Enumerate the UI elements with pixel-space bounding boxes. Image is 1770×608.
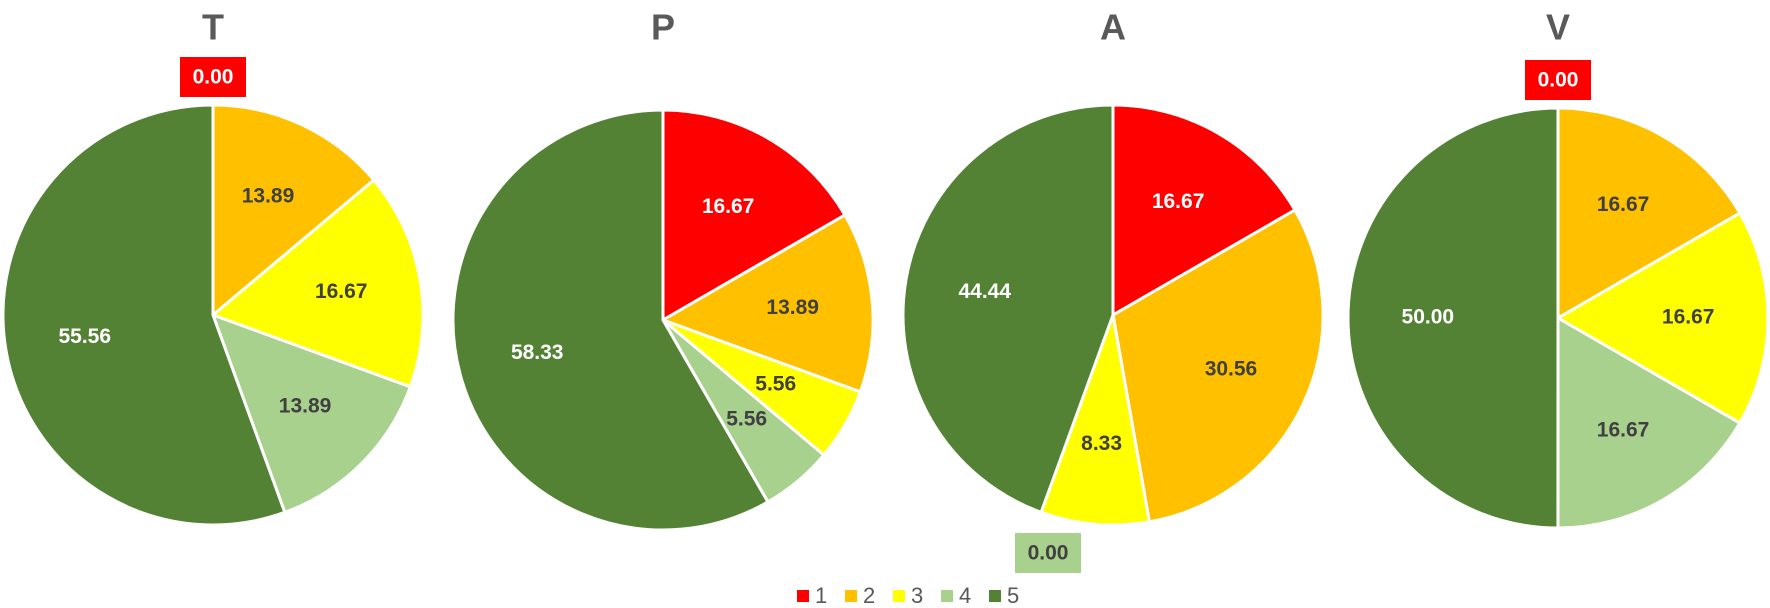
pie-labels: 16.67 13.89 5.56 5.56 58.33	[511, 195, 819, 431]
pie-slice-4	[1556, 315, 1742, 530]
data-label: 16.67	[315, 280, 368, 303]
pie-title: P	[651, 7, 675, 48]
data-label: 5.56	[726, 407, 767, 430]
pie-labels: 0.00 13.89 16.67 13.89 55.56	[58, 57, 368, 418]
pie-slice-5	[1346, 106, 1560, 530]
data-label: 0.00	[1538, 69, 1579, 92]
pie-slice-1	[1111, 103, 1297, 318]
pie-V: V 0.00 16.67 16.67 16.67 50.00	[1346, 7, 1770, 530]
legend-swatch-1	[797, 590, 809, 602]
pie-slice-5	[901, 103, 1115, 515]
data-label: 16.67	[1662, 306, 1715, 329]
zero-label-box	[180, 57, 246, 97]
pie-slice-5	[451, 108, 770, 532]
pie-title: V	[1546, 7, 1570, 48]
pie-title: A	[1100, 7, 1126, 48]
zero-label-box	[1525, 60, 1591, 100]
legend-swatch-3	[893, 590, 905, 602]
legend-swatch-5	[989, 590, 1001, 602]
pies-group: T 0.00 13.89 16.67 13.89 55.56 P 16.67 13.89 5.56…	[1, 7, 1770, 573]
data-label: 0.00	[1028, 542, 1069, 565]
pie-slices	[901, 103, 1325, 527]
legend-label-1: 1	[815, 583, 827, 608]
zero-label-box	[1015, 533, 1081, 573]
pie-slice-2	[211, 103, 376, 319]
data-label: 0.00	[193, 66, 234, 89]
data-label: 13.89	[279, 395, 332, 418]
pie-T: T 0.00 13.89 16.67 13.89 55.56	[1, 7, 425, 527]
pie-labels: 16.67 30.56 8.33 0.00 44.44	[958, 190, 1257, 573]
pie-title: T	[202, 7, 224, 48]
pie-slice-3	[1555, 210, 1770, 426]
pie-labels: 0.00 16.67 16.67 16.67 50.00	[1402, 60, 1715, 441]
pie-slice-3	[210, 177, 425, 389]
legend-label-4: 4	[959, 583, 971, 608]
legend-swatch-4	[941, 590, 953, 602]
data-label: 44.44	[958, 280, 1011, 303]
legend-label-3: 3	[911, 583, 923, 608]
pie-P: P 16.67 13.89 5.56 5.56 58.33	[451, 7, 875, 532]
data-label: 13.89	[766, 296, 819, 319]
legend: 1 2 3 4 5	[797, 583, 1019, 608]
pie-slices	[1, 103, 425, 527]
data-label: 50.00	[1402, 306, 1455, 329]
data-label: 16.67	[1152, 190, 1205, 213]
pie-A: A 16.67 30.56 8.33 0.00 44.44	[901, 7, 1325, 573]
data-label: 58.33	[511, 341, 564, 364]
pie-slice-5	[1, 103, 287, 527]
pie-slice-2	[1111, 207, 1325, 524]
pie-slice-4	[210, 312, 413, 515]
data-label: 55.56	[58, 325, 111, 348]
data-label: 16.67	[1597, 418, 1650, 441]
data-label: 8.33	[1081, 432, 1122, 455]
legend-swatch-2	[845, 590, 857, 602]
pie-slice-2	[1556, 106, 1742, 321]
data-label: 13.89	[242, 185, 295, 208]
pie-slice-3	[1039, 309, 1152, 527]
pie-slices	[451, 108, 875, 532]
data-label: 16.67	[1597, 193, 1650, 216]
data-label: 30.56	[1205, 358, 1258, 381]
pie-slice-2	[659, 212, 875, 394]
data-label: 16.67	[702, 195, 755, 218]
data-label: 5.56	[755, 373, 796, 396]
legend-label-2: 2	[863, 583, 875, 608]
pie-slice-1	[661, 108, 847, 323]
legend-label-5: 5	[1007, 583, 1019, 608]
pie-slices	[1346, 106, 1770, 530]
